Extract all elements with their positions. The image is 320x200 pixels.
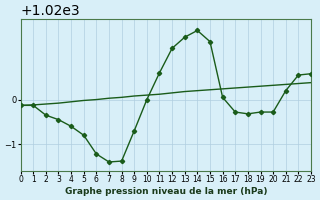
X-axis label: Graphe pression niveau de la mer (hPa): Graphe pression niveau de la mer (hPa) (65, 187, 267, 196)
